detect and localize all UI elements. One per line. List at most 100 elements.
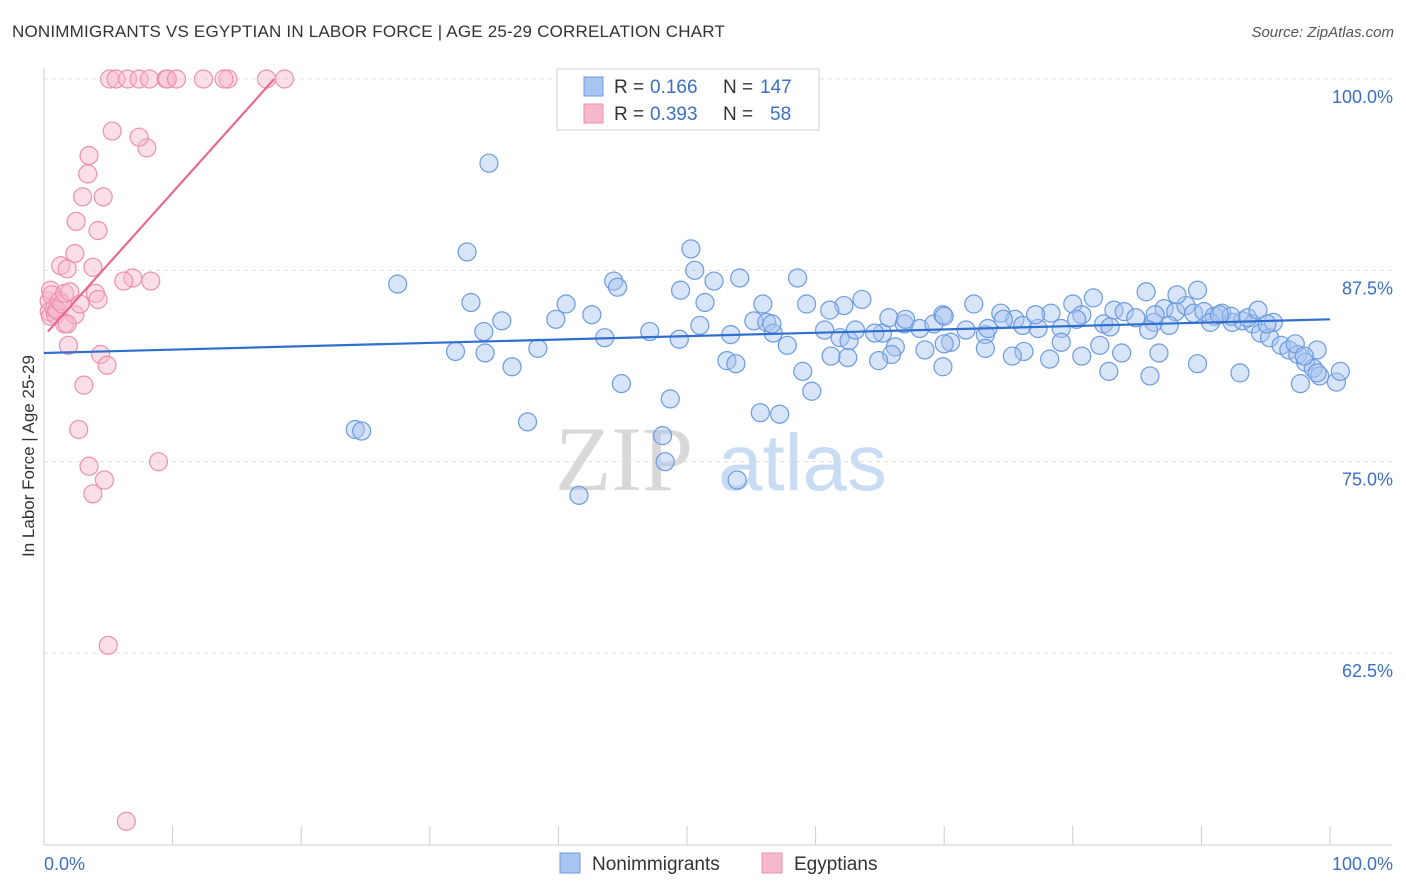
point-nonimmigrants [681, 239, 701, 259]
legend-r-value-2: 0.393 [650, 104, 698, 125]
legend-swatch-egyptians [583, 103, 604, 124]
point-egyptians [166, 69, 187, 89]
point-nonimmigrants [1149, 343, 1169, 363]
point-nonimmigrants [787, 268, 808, 288]
point-egyptians [74, 375, 94, 395]
point-nonimmigrants [993, 309, 1013, 329]
point-nonimmigrants [941, 332, 961, 352]
point-nonimmigrants [1310, 366, 1330, 386]
legend-n-value-2: 58 [770, 104, 791, 125]
point-nonimmigrants [569, 485, 589, 505]
point-nonimmigrants [753, 294, 773, 314]
point-nonimmigrants [796, 294, 817, 314]
point-nonimmigrants [660, 389, 680, 409]
bottom-legend-swatch-nonimmigrants [559, 852, 581, 874]
point-egyptians [148, 452, 169, 472]
series-nonimmigrants [345, 153, 1350, 505]
point-nonimmigrants [461, 292, 481, 313]
point-nonimmigrants [769, 404, 790, 424]
bottom-legend-label-egyptians: Egyptians [794, 854, 877, 875]
point-egyptians [79, 145, 99, 166]
point-nonimmigrants [1100, 317, 1120, 337]
point-nonimmigrants [1187, 280, 1208, 300]
point-nonimmigrants [1112, 343, 1132, 363]
point-egyptians [106, 69, 126, 89]
point-nonimmigrants [1136, 282, 1156, 302]
point-nonimmigrants [1040, 349, 1060, 369]
point-nonimmigrants [445, 341, 466, 362]
point-egyptians [114, 271, 134, 291]
point-egyptians [117, 69, 138, 89]
bottom-legend-label-nonimmigrants: Nonimmigrants [592, 854, 720, 875]
point-egyptians [72, 187, 93, 207]
y-axis-label: In Labor Force | Age 25-29 [19, 355, 38, 557]
point-egyptians [98, 635, 118, 655]
point-nonimmigrants [1083, 288, 1103, 308]
point-nonimmigrants [607, 277, 628, 297]
point-egyptians [66, 211, 86, 231]
point-egyptians [90, 344, 111, 365]
point-nonimmigrants [556, 294, 576, 314]
stats-legend: R = 0.166 N = 147 R = 0.393 N = 58 [556, 68, 820, 131]
point-nonimmigrants [1099, 361, 1119, 381]
point-nonimmigrants [502, 357, 522, 377]
point-nonimmigrants [475, 343, 495, 363]
series-egyptians [39, 69, 295, 831]
point-nonimmigrants [611, 374, 632, 394]
point-egyptians [57, 259, 77, 279]
point-nonimmigrants [762, 314, 782, 334]
point-nonimmigrants [1114, 302, 1134, 322]
point-nonimmigrants [582, 305, 602, 325]
point-nonimmigrants [670, 280, 691, 300]
point-nonimmigrants [1025, 305, 1046, 325]
point-egyptians [88, 220, 108, 241]
point-nonimmigrants [1209, 305, 1230, 325]
point-nonimmigrants [845, 320, 866, 340]
watermark: ZIP atlas [555, 408, 887, 510]
watermark-atlas: atlas [718, 418, 887, 507]
point-nonimmigrants [865, 323, 885, 343]
point-egyptians [129, 69, 149, 89]
point-nonimmigrants [802, 381, 822, 401]
point-nonimmigrants [820, 300, 840, 320]
point-nonimmigrants [726, 354, 746, 374]
y-tick-labels: 100.0% 87.5% 75.0% 62.5% [1332, 87, 1393, 681]
point-egyptians [78, 164, 98, 184]
y-tick-label: 100.0% [1332, 87, 1393, 107]
point-nonimmigrants [1326, 372, 1347, 392]
point-nonimmigrants [695, 292, 715, 313]
point-egyptians [94, 470, 115, 490]
point-egyptians [137, 138, 157, 158]
point-nonimmigrants [457, 242, 477, 262]
point-nonimmigrants [546, 309, 566, 329]
point-egyptians [116, 811, 136, 831]
watermark-zip: ZIP [555, 408, 693, 510]
point-egyptians [193, 69, 214, 89]
legend-n-label-1: N = [723, 77, 753, 98]
point-egyptians [57, 314, 77, 334]
point-nonimmigrants [1290, 374, 1311, 394]
point-nonimmigrants [1248, 300, 1268, 320]
x-tick-label: 100.0% [1332, 854, 1393, 874]
point-egyptians [65, 243, 85, 264]
point-nonimmigrants [1230, 363, 1250, 383]
point-nonimmigrants [1014, 341, 1034, 362]
trend-line-egyptians [47, 78, 276, 333]
point-egyptians [58, 335, 79, 355]
point-egyptians [83, 257, 103, 277]
point-nonimmigrants [655, 452, 675, 472]
point-nonimmigrants [815, 320, 835, 340]
point-nonimmigrants [838, 347, 858, 368]
point-nonimmigrants [933, 305, 953, 325]
trend-line-nonimmigrants [43, 318, 1331, 355]
point-nonimmigrants [1294, 346, 1314, 366]
point-nonimmigrants [652, 426, 673, 446]
data-points [39, 69, 1350, 831]
point-egyptians [141, 271, 161, 291]
point-nonimmigrants [1002, 346, 1022, 366]
x-tick-labels: 0.0% 100.0% [44, 854, 1393, 874]
point-nonimmigrants [934, 306, 954, 326]
point-nonimmigrants [517, 412, 538, 432]
point-nonimmigrants [479, 153, 499, 173]
point-nonimmigrants [1051, 318, 1071, 339]
